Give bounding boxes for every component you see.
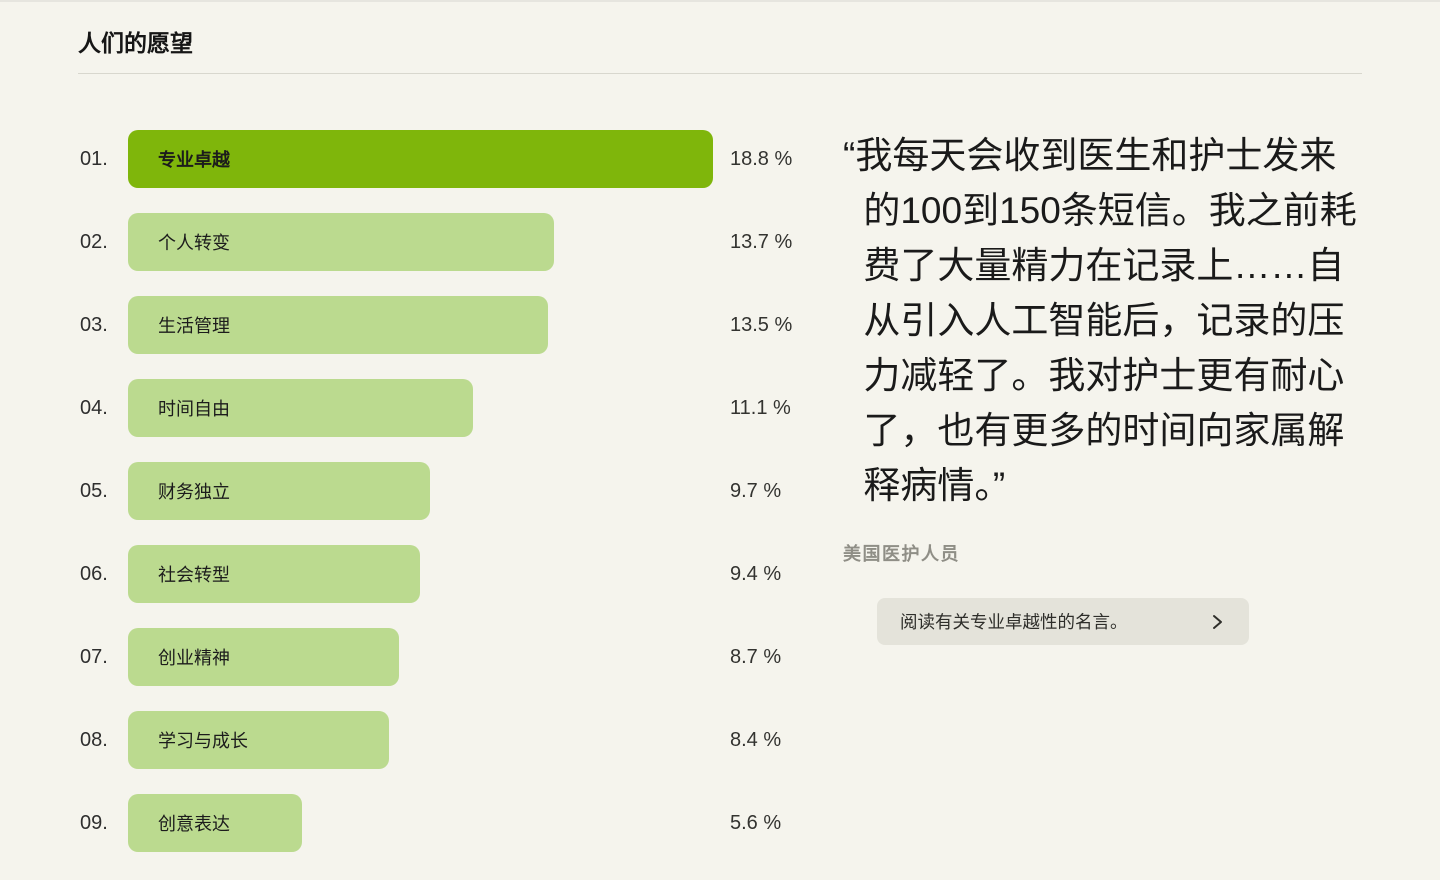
bar-rank-label: 01.: [80, 148, 108, 170]
bar-track: 个人转变: [128, 213, 730, 271]
title-divider: [78, 73, 1362, 74]
aspirations-bar-chart: 01. 专业卓越 18.8 % 02. 个人转变 13.7 % 03. 生活管理…: [80, 130, 800, 877]
bar-category-label: 财务独立: [158, 482, 230, 502]
bar-category-label: 创业精神: [158, 648, 230, 668]
bar: 创意表达: [128, 794, 302, 852]
bar-track: 创业精神: [128, 628, 730, 686]
bar-track: 专业卓越: [128, 130, 730, 188]
bar-value-label: 8.4 %: [730, 728, 782, 751]
bar-value-label: 11.1 %: [730, 396, 791, 419]
bar-value-label: 9.7 %: [730, 479, 782, 502]
bar-track: 生活管理: [128, 296, 730, 354]
bar-rank-label: 09.: [80, 812, 108, 834]
bar-row: 06. 社会转型 9.4 %: [80, 545, 800, 603]
bar-category-label: 创意表达: [158, 814, 230, 834]
bar: 生活管理: [128, 296, 548, 354]
bar: 社会转型: [128, 545, 420, 603]
bar-rank-label: 04.: [80, 397, 108, 419]
page-title: 人们的愿望: [78, 30, 193, 56]
bar-track: 时间自由: [128, 379, 730, 437]
bar-row: 04. 时间自由 11.1 %: [80, 379, 800, 437]
bar-value-label: 13.5 %: [730, 313, 793, 336]
bar-category-label: 学习与成长: [158, 731, 248, 751]
bar-rank-label: 06.: [80, 563, 108, 585]
bar-row: 09. 创意表达 5.6 %: [80, 794, 800, 852]
bar: 财务独立: [128, 462, 430, 520]
bar-track: 学习与成长: [128, 711, 730, 769]
bar-row: 05. 财务独立 9.7 %: [80, 462, 800, 520]
read-quotes-button-label: 阅读有关专业卓越性的名言。: [900, 612, 1128, 632]
quote-text: “我每天会收到医生和护士发来的100到150条短信。我之前耗费了大量精力在记录上…: [843, 135, 1357, 506]
bar-rank-label: 08.: [80, 729, 108, 751]
bar-value-label: 13.7 %: [730, 230, 793, 253]
bar: 专业卓越: [128, 130, 713, 188]
bar-value-label: 18.8 %: [730, 147, 793, 170]
bar-rank-label: 05.: [80, 480, 108, 502]
bar-row: 01. 专业卓越 18.8 %: [80, 130, 800, 188]
bar: 创业精神: [128, 628, 399, 686]
bar: 学习与成长: [128, 711, 389, 769]
bar-track: 财务独立: [128, 462, 730, 520]
quote-attribution: 美国医护人员: [843, 544, 960, 564]
bar-category-label: 个人转变: [158, 233, 230, 253]
bar-category-label: 专业卓越: [158, 150, 230, 170]
bar-rank-label: 03.: [80, 314, 108, 336]
bar-rank-label: 02.: [80, 231, 108, 253]
bar-value-label: 9.4 %: [730, 562, 782, 585]
bar: 个人转变: [128, 213, 554, 271]
bar-value-label: 8.7 %: [730, 645, 782, 668]
read-quotes-button[interactable]: 阅读有关专业卓越性的名言。: [877, 598, 1249, 645]
bar-rank-label: 07.: [80, 646, 108, 668]
chevron-right-icon: [1208, 613, 1226, 631]
bar-track: 社会转型: [128, 545, 730, 603]
bar-row: 02. 个人转变 13.7 %: [80, 213, 800, 271]
bar-row: 08. 学习与成长 8.4 %: [80, 711, 800, 769]
bar-row: 03. 生活管理 13.5 %: [80, 296, 800, 354]
bar-category-label: 时间自由: [158, 399, 230, 419]
quote-panel: “我每天会收到医生和护士发来的100到150条短信。我之前耗费了大量精力在记录上…: [843, 128, 1367, 645]
bar-track: 创意表达: [128, 794, 730, 852]
bar-value-label: 5.6 %: [730, 811, 782, 834]
bar-row: 07. 创业精神 8.7 %: [80, 628, 800, 686]
bar-category-label: 社会转型: [158, 565, 230, 585]
bar: 时间自由: [128, 379, 473, 437]
bar-category-label: 生活管理: [158, 316, 230, 336]
